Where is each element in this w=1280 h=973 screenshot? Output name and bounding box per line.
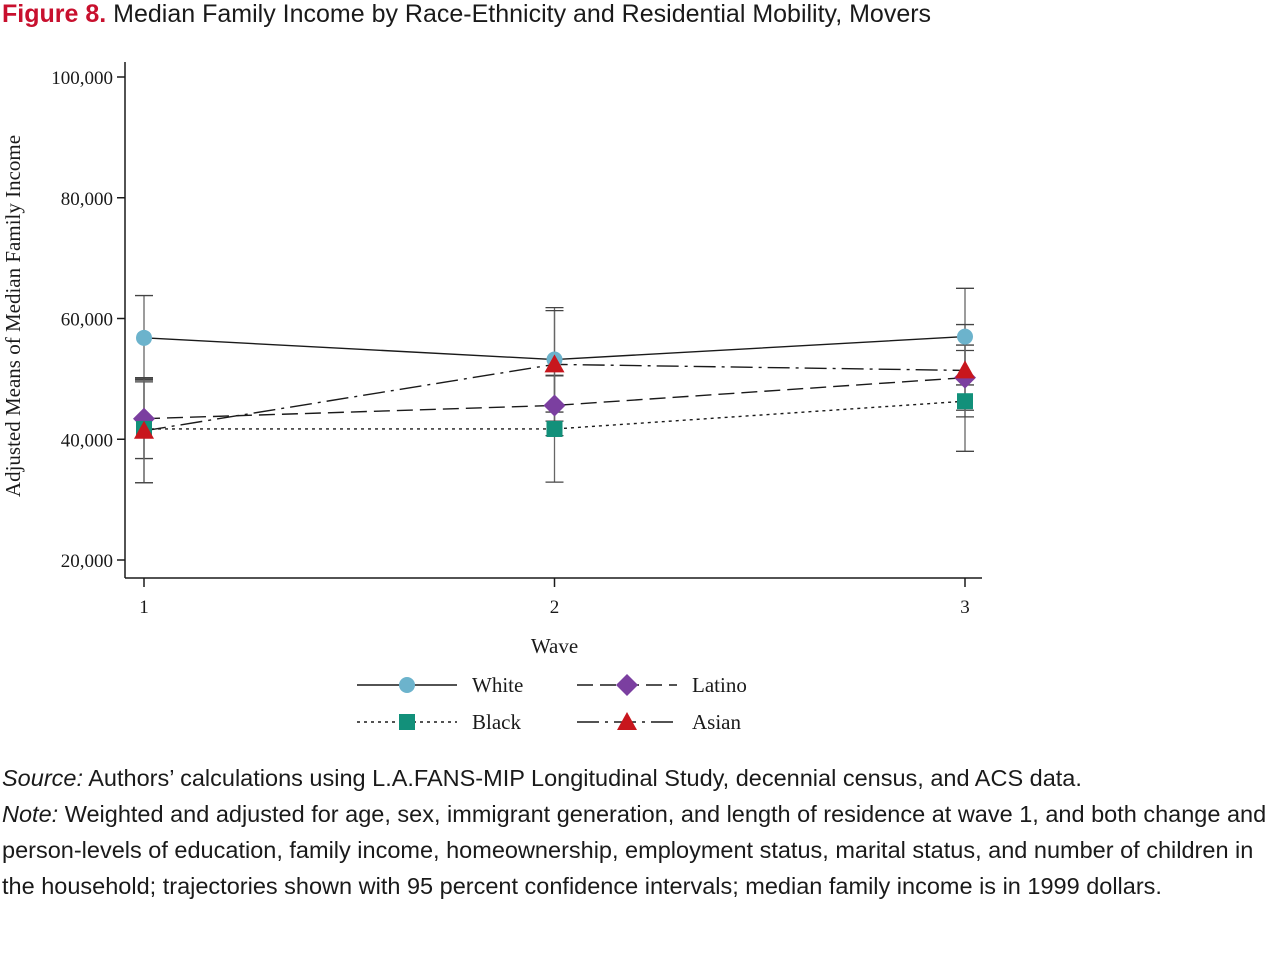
data-point-white [136, 329, 152, 346]
legend-label-white: White [472, 673, 523, 697]
y-axis-title: Adjusted Means of Median Family Income [1, 135, 25, 497]
x-tick-label: 2 [550, 597, 560, 618]
data-point-black [546, 420, 563, 437]
note-label: Note: [2, 801, 59, 827]
figure-title: Figure 8. Median Family Income by Race-E… [2, 0, 931, 28]
data-point-black [957, 393, 973, 410]
y-tick-label: 40,000 [61, 430, 113, 451]
data-point-white [957, 328, 973, 345]
data-point-latino [543, 394, 566, 417]
legend-label-latino: Latino [692, 673, 747, 697]
legend-label-asian: Asian [692, 710, 741, 734]
y-tick-label: 60,000 [61, 310, 113, 331]
y-tick-label: 100,000 [51, 68, 113, 89]
source-text: Authors’ calculations using L.A.FANS-MIP… [83, 765, 1082, 791]
note: Note: Weighted and adjusted for age, sex… [2, 796, 1280, 904]
y-tick-label: 20,000 [61, 551, 113, 572]
x-axis-title: Wave [531, 634, 578, 658]
figure-label: Figure 8. [2, 0, 107, 28]
legend-marker-asian [617, 712, 637, 730]
source-label: Source: [2, 765, 83, 791]
data-point-asian [134, 420, 154, 439]
data-point-asian [544, 354, 565, 373]
legend-marker-white [399, 677, 415, 693]
note-text: Weighted and adjusted for age, sex, immi… [2, 801, 1267, 899]
chart-axes: 20,000 40,000 60,000 80,000 100,000 1 2 3 Wave Ad… [1, 62, 982, 658]
figure-title-text: Median Family Income by Race-Ethnicity a… [113, 0, 932, 28]
legend-marker-black [399, 714, 415, 730]
series-markers [133, 328, 976, 439]
x-tick-label: 3 [960, 597, 970, 618]
figure-notes: Source: Authors’ calculations using L.A.… [2, 760, 1280, 904]
y-tick-label: 80,000 [61, 189, 113, 210]
legend: White Latino Black Asian [357, 673, 747, 734]
legend-marker-latino [616, 674, 638, 696]
source-note: Source: Authors’ calculations using L.A.… [2, 760, 1280, 796]
legend-label-black: Black [472, 710, 521, 734]
data-point-asian [955, 360, 975, 379]
line-chart: 20,000 40,000 60,000 80,000 100,000 1 2 3 Wave Ad… [1, 62, 982, 734]
x-tick-label: 1 [139, 597, 149, 618]
